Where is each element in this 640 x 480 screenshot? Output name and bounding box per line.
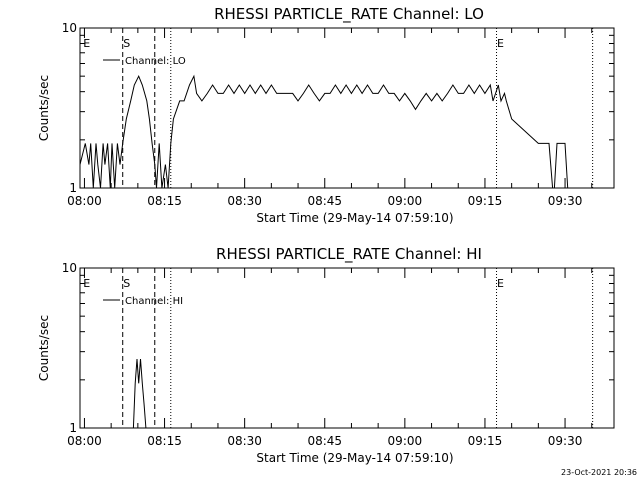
p0-y-tick-label: 1 xyxy=(69,181,77,195)
p0-x-tick-label: 08:30 xyxy=(227,194,262,208)
p1-x-tick-label: 09:15 xyxy=(468,434,503,448)
p0-series-line xyxy=(79,74,573,189)
p0-x-tick-label: 08:45 xyxy=(307,194,342,208)
p1-chart-title: RHESSI PARTICLE_RATE Channel: HI xyxy=(216,245,482,264)
p0-x-tick-label: 08:00 xyxy=(67,194,102,208)
p1-x-tick-label: 08:45 xyxy=(307,434,342,448)
p1-plot-frame xyxy=(79,267,615,429)
chart-panel-hi: RHESSI PARTICLE_RATE Channel: HI Counts/s… xyxy=(37,245,615,465)
p1-x-axis-label: Start Time (29-May-14 07:59:10) xyxy=(256,451,453,465)
p0-chart-title: RHESSI PARTICLE_RATE Channel: LO xyxy=(214,5,484,24)
p1-x-tick-label: 09:30 xyxy=(548,434,583,448)
p0-x-tick-label: 09:30 xyxy=(548,194,583,208)
p0-x-axis-label: Start Time (29-May-14 07:59:10) xyxy=(256,211,453,225)
p0-x-tick-label: 09:00 xyxy=(388,194,423,208)
p1-y-tick-label: 10 xyxy=(62,261,77,275)
p1-x-tick-label: 08:00 xyxy=(67,434,102,448)
p1-x-tick-label: 08:15 xyxy=(147,434,182,448)
p1-event-marker-label: E xyxy=(497,277,504,290)
p1-event-marker-label: S xyxy=(123,277,130,290)
p1-y-axis-label: Counts/sec xyxy=(37,315,51,381)
p1-x-tick-label: 09:00 xyxy=(388,434,423,448)
p0-legend-label: Channel: LO xyxy=(125,56,186,67)
p1-event-marker-label: E xyxy=(83,277,90,290)
p0-event-marker-label: E xyxy=(497,37,504,50)
plot-timestamp: 23-Oct-2021 20:36 xyxy=(561,468,637,477)
p0-y-axis-label: Counts/sec xyxy=(37,75,51,141)
p1-series-line xyxy=(132,358,147,429)
p0-plot-frame xyxy=(79,27,615,189)
p0-x-tick-label: 08:15 xyxy=(147,194,182,208)
p1-y-tick-label: 1 xyxy=(69,421,77,435)
chart-panel-lo: RHESSI PARTICLE_RATE Channel: LO Counts/s… xyxy=(37,5,615,225)
p0-x-tick-label: 09:15 xyxy=(468,194,503,208)
p0-event-marker-label: E xyxy=(83,37,90,50)
p1-legend-label: Channel: HI xyxy=(125,296,183,307)
p0-event-marker-label: S xyxy=(123,37,130,50)
p0-y-tick-label: 10 xyxy=(62,21,77,35)
p1-x-tick-label: 08:30 xyxy=(227,434,262,448)
